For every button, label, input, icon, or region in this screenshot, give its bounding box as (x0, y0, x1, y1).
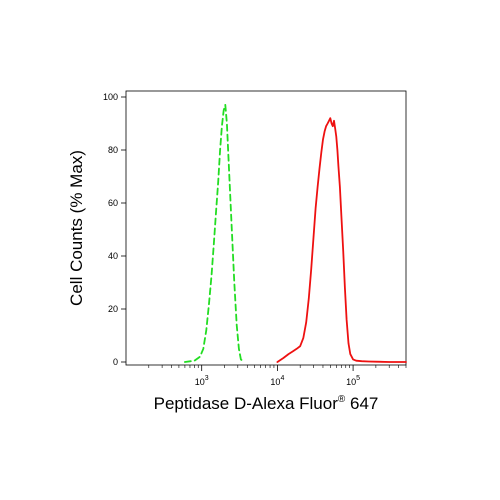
y-tick-label: 60 (108, 198, 118, 208)
x-tick-label: 103 (195, 375, 209, 387)
y-tick-label: 100 (103, 92, 118, 102)
axis-ticks: 0 20 40 60 80 100 103 104 105 (103, 92, 407, 387)
y-tick-label: 0 (113, 357, 118, 367)
series-layer (183, 104, 407, 363)
x-tick-label: 105 (346, 375, 360, 387)
x-axis-title-tail: 647 (345, 394, 378, 413)
y-axis-title: Cell Counts (% Max) (67, 150, 86, 306)
control-histogram-line (183, 104, 245, 363)
y-tick-label: 20 (108, 304, 118, 314)
x-tick-label: 104 (270, 375, 284, 387)
x-axis-title-registered-mark: ® (338, 394, 346, 405)
x-axis-title: Peptidase D-Alexa Fluor® 647 (154, 394, 379, 413)
sample-histogram-line (276, 117, 407, 363)
plot-frame (125, 90, 407, 366)
y-tick-label: 80 (108, 145, 118, 155)
x-axis-title-main: Peptidase D-Alexa Fluor (154, 394, 339, 413)
y-tick-label: 40 (108, 251, 118, 261)
